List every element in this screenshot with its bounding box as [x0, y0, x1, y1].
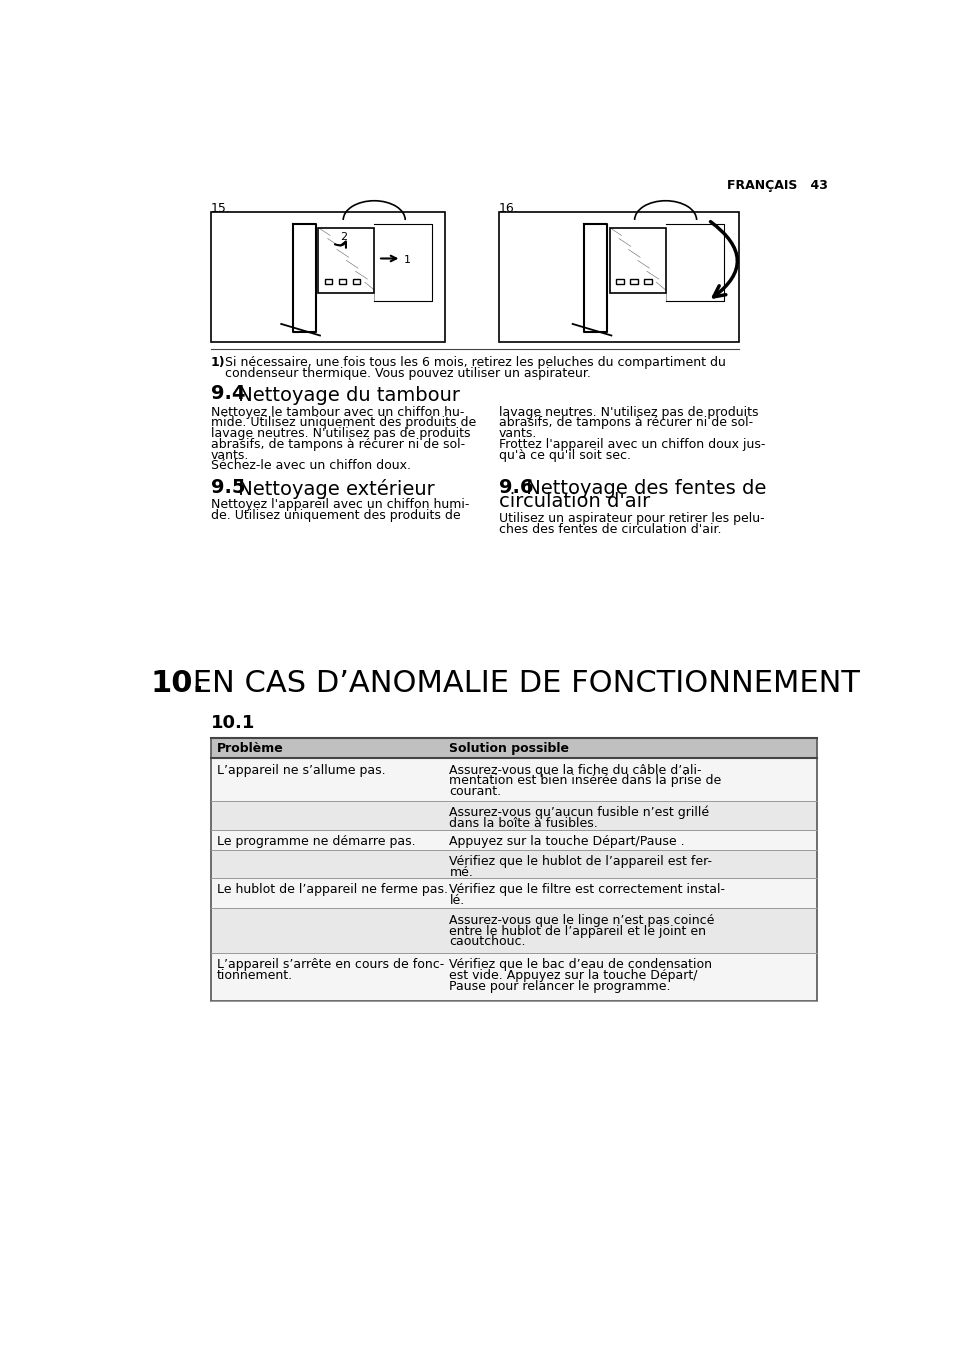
Text: Utilisez un aspirateur pour retirer les pelu-: Utilisez un aspirateur pour retirer les … — [498, 512, 763, 525]
Text: mide. Utilisez uniquement des produits de: mide. Utilisez uniquement des produits d… — [211, 416, 476, 430]
Text: lavage neutres. N'utilisez pas de produits: lavage neutres. N'utilisez pas de produi… — [211, 427, 470, 441]
Bar — [211, 830, 816, 850]
Text: Assurez-vous que le linge n’est pas coincé: Assurez-vous que le linge n’est pas coin… — [449, 914, 714, 926]
Text: L’appareil s’arrête en cours de fonc-: L’appareil s’arrête en cours de fonc- — [216, 959, 444, 972]
Text: condenseur thermique. Vous pouvez utiliser un aspirateur.: condenseur thermique. Vous pouvez utilis… — [224, 366, 590, 380]
Bar — [324, 280, 332, 284]
Bar — [211, 953, 816, 1000]
Polygon shape — [289, 216, 436, 335]
Text: abrasifs, de tampons à récurer ni de sol-: abrasifs, de tampons à récurer ni de sol… — [211, 438, 464, 452]
Text: circulation d'air: circulation d'air — [498, 492, 650, 511]
Text: FRANÇAIS   43: FRANÇAIS 43 — [726, 180, 827, 192]
Text: 9.4: 9.4 — [211, 384, 245, 403]
Text: Nettoyage du tambour: Nettoyage du tambour — [232, 385, 459, 404]
Bar — [338, 280, 346, 284]
Text: vants.: vants. — [211, 449, 249, 461]
Text: Vérifiez que le filtre est correctement instal-: Vérifiez que le filtre est correctement … — [449, 883, 724, 896]
Text: Nettoyage des fentes de: Nettoyage des fentes de — [519, 480, 765, 499]
Text: Nettoyez le tambour avec un chiffon hu-: Nettoyez le tambour avec un chiffon hu- — [211, 406, 463, 419]
Text: 1: 1 — [403, 254, 410, 265]
Text: Séchez-le avec un chiffon doux.: Séchez-le avec un chiffon doux. — [211, 460, 411, 472]
Text: L’appareil ne s’allume pas.: L’appareil ne s’allume pas. — [216, 764, 385, 776]
Text: tionnement.: tionnement. — [216, 969, 293, 982]
Text: Le hublot de l’appareil ne ferme pas.: Le hublot de l’appareil ne ferme pas. — [216, 883, 447, 896]
Text: abrasifs, de tampons à récurer ni de sol-: abrasifs, de tampons à récurer ni de sol… — [498, 416, 752, 430]
Text: 10.: 10. — [150, 669, 204, 698]
Bar — [643, 280, 651, 284]
Text: Appuyez sur la touche Départ/Pause .: Appuyez sur la touche Départ/Pause . — [449, 836, 684, 848]
Text: de. Utilisez uniquement des produits de: de. Utilisez uniquement des produits de — [211, 508, 460, 522]
Bar — [211, 800, 816, 830]
Bar — [211, 909, 816, 953]
Text: vants.: vants. — [498, 427, 537, 441]
Text: 9.5: 9.5 — [211, 479, 245, 498]
Text: Vérifiez que le bac d’eau de condensation: Vérifiez que le bac d’eau de condensatio… — [449, 959, 712, 972]
Text: mentation est bien insérée dans la prise de: mentation est bien insérée dans la prise… — [449, 775, 720, 787]
Bar — [211, 877, 816, 909]
Text: EN CAS D’ANOMALIE DE FONCTIONNEMENT: EN CAS D’ANOMALIE DE FONCTIONNEMENT — [183, 669, 859, 698]
Text: Si nécessaire, une fois tous les 6 mois, retirez les peluches du compartiment du: Si nécessaire, une fois tous les 6 mois,… — [224, 357, 725, 369]
Polygon shape — [579, 216, 727, 335]
Text: 10.1: 10.1 — [211, 714, 254, 731]
Text: est vide. Appuyez sur la touche Départ/: est vide. Appuyez sur la touche Départ/ — [449, 969, 698, 982]
Text: Frottez l'appareil avec un chiffon doux jus-: Frottez l'appareil avec un chiffon doux … — [498, 438, 764, 452]
Text: Le programme ne démarre pas.: Le programme ne démarre pas. — [216, 836, 416, 848]
Text: entre le hublot de l’appareil et le joint en: entre le hublot de l’appareil et le join… — [449, 925, 705, 937]
Bar — [211, 850, 816, 877]
Text: Nettoyage extérieur: Nettoyage extérieur — [232, 480, 434, 499]
Text: qu'à ce qu'il soit sec.: qu'à ce qu'il soit sec. — [498, 449, 630, 461]
Text: mé.: mé. — [449, 867, 473, 879]
Bar — [211, 738, 816, 758]
Bar — [318, 227, 374, 293]
Bar — [616, 280, 623, 284]
Text: Assurez-vous que la fiche du câble d’ali-: Assurez-vous que la fiche du câble d’ali… — [449, 764, 701, 776]
Text: lé.: lé. — [449, 894, 464, 907]
Text: Solution possible: Solution possible — [449, 742, 569, 754]
Bar — [629, 280, 637, 284]
Text: 16.: 16. — [498, 203, 518, 215]
Text: 1): 1) — [211, 357, 225, 369]
Text: Assurez-vous qu’aucun fusible n’est grillé: Assurez-vous qu’aucun fusible n’est gril… — [449, 806, 709, 819]
Bar — [211, 212, 444, 342]
Text: Problème: Problème — [216, 742, 283, 754]
Text: 15.: 15. — [211, 203, 231, 215]
Bar — [498, 212, 739, 342]
Bar — [211, 738, 816, 1000]
Text: Nettoyez l'appareil avec un chiffon humi-: Nettoyez l'appareil avec un chiffon humi… — [211, 498, 469, 511]
Text: dans la boîte à fusibles.: dans la boîte à fusibles. — [449, 817, 598, 830]
Bar — [353, 280, 360, 284]
Bar — [609, 227, 665, 293]
Text: Pause pour relancer le programme.: Pause pour relancer le programme. — [449, 980, 670, 992]
Text: Vérifiez que le hublot de l’appareil est fer-: Vérifiez que le hublot de l’appareil est… — [449, 856, 712, 868]
Text: caoutchouc.: caoutchouc. — [449, 936, 525, 948]
Text: 9.6: 9.6 — [498, 479, 533, 498]
Bar — [211, 758, 816, 800]
Text: 2: 2 — [340, 231, 347, 242]
Text: courant.: courant. — [449, 786, 501, 798]
Text: ches des fentes de circulation d'air.: ches des fentes de circulation d'air. — [498, 523, 720, 535]
Text: lavage neutres. N'utilisez pas de produits: lavage neutres. N'utilisez pas de produi… — [498, 406, 758, 419]
